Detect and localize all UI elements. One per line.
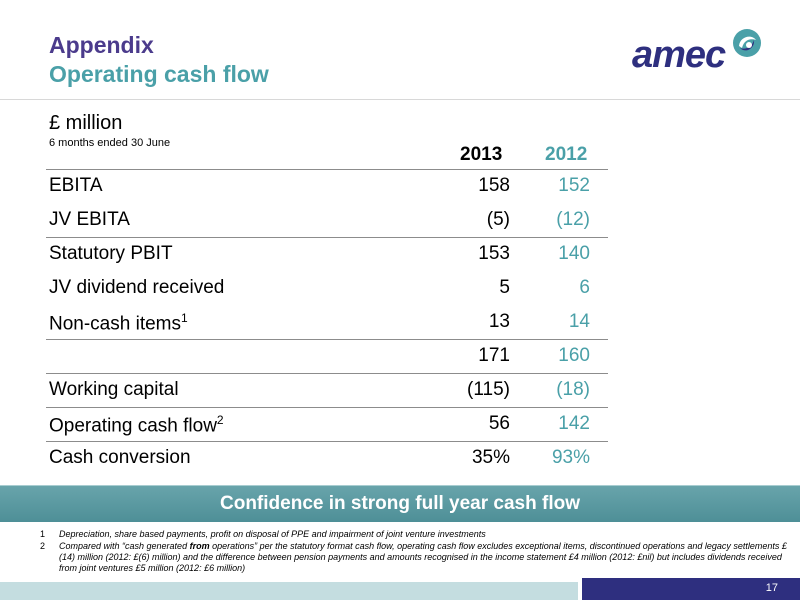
footnote-text: Compared with “cash generated: [59, 541, 190, 551]
value-2013: (5): [486, 209, 510, 230]
row-label: JV dividend received: [49, 277, 225, 298]
table-period: 6 months ended 30 June: [49, 137, 171, 149]
slide-title: Operating cash flow: [49, 61, 269, 87]
table-divider: [46, 237, 608, 238]
table-row: 171 160: [46, 339, 608, 373]
table-divider: [46, 169, 608, 170]
column-header-2012: 2012: [545, 144, 588, 165]
value-2013: (115): [467, 379, 510, 400]
table-divider: [46, 441, 608, 442]
page-number: 17: [765, 582, 778, 594]
table-row: Cash conversion 35% 93%: [46, 441, 608, 475]
footnote-ref: 2: [216, 413, 224, 427]
value-2012: (18): [556, 379, 590, 400]
row-label: Cash conversion: [49, 447, 191, 468]
table-row: JV EBITA (5) (12): [46, 203, 608, 237]
table-row: Non-cash items1 13 14: [46, 305, 608, 339]
table-row: Operating cash flow2 56 142: [46, 407, 608, 441]
table-divider: [46, 339, 608, 340]
table-row: Statutory PBIT 153 140: [46, 237, 608, 271]
table-unit: £ million: [49, 112, 123, 134]
column-header-2013: 2013: [460, 144, 503, 165]
value-2012: 14: [568, 311, 590, 332]
callout-banner: Confidence in strong full year cash flow: [0, 481, 800, 525]
footnote-text: Depreciation, share based payments, prof…: [59, 529, 486, 539]
table-divider: [46, 407, 608, 408]
value-2013: 171: [478, 345, 510, 366]
logo-swirl-icon: [733, 29, 761, 57]
footnotes: 1 Depreciation, share based payments, pr…: [40, 529, 795, 575]
footnote-number: 1: [40, 529, 46, 539]
value-2013: 13: [488, 311, 510, 332]
footnote-text-cont: operations” per the statutory format cas…: [59, 541, 787, 573]
value-2012: 142: [558, 413, 590, 434]
row-label: JV EBITA: [49, 209, 130, 230]
row-label: Statutory PBIT: [49, 243, 173, 264]
footer-accent: [0, 582, 578, 600]
value-2012: 93%: [551, 447, 590, 468]
footnote-ref: 1: [181, 311, 188, 325]
value-2013: 35%: [471, 447, 510, 468]
header-divider: [0, 99, 800, 100]
table-divider: [46, 373, 608, 374]
value-2012: 140: [558, 243, 590, 264]
row-label: Non-cash items1: [49, 311, 188, 335]
table-row: JV dividend received 5 6: [46, 271, 608, 305]
value-2012: 152: [558, 175, 590, 196]
amec-logo: amec: [632, 26, 767, 76]
table-row: Working capital (115) (18): [46, 373, 608, 407]
footnote-2: 2 Compared with “cash generated from ope…: [40, 541, 795, 574]
logo-wordmark: amec: [632, 34, 726, 76]
row-label: Operating cash flow2: [49, 413, 224, 437]
value-2012: (12): [556, 209, 590, 230]
value-2013: 56: [488, 413, 510, 434]
footnote-bold-text: from: [189, 541, 210, 551]
value-2013: 158: [478, 175, 510, 196]
value-2012: 6: [579, 277, 590, 298]
table-row: EBITA 158 152: [46, 169, 608, 203]
footer-bar: 17: [0, 578, 800, 600]
value-2012: 160: [558, 345, 590, 366]
footnote-1: 1 Depreciation, share based payments, pr…: [40, 529, 795, 540]
value-2013: 153: [478, 243, 510, 264]
value-2013: 5: [499, 277, 510, 298]
footnote-number: 2: [40, 541, 46, 551]
row-label: EBITA: [49, 175, 103, 196]
banner-text: Confidence in strong full year cash flow: [0, 485, 800, 522]
row-label: Working capital: [49, 379, 179, 400]
footer-page-panel: 17: [582, 578, 800, 600]
slide-title-section: Appendix: [49, 32, 154, 58]
